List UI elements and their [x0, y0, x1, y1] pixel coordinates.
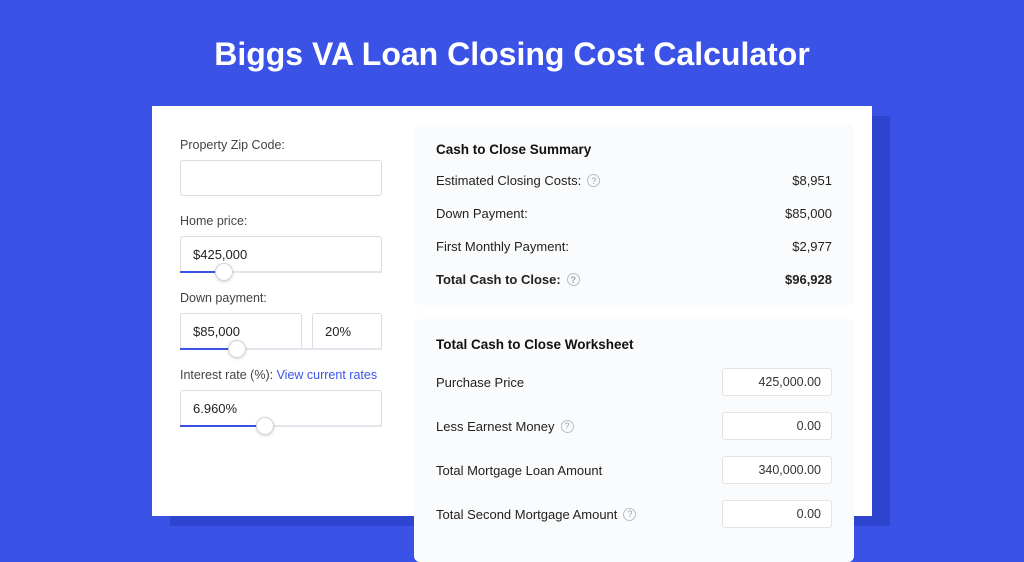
summary-row-value: $85,000 [785, 206, 832, 221]
home-price-slider-thumb[interactable] [215, 263, 233, 281]
worksheet-row-label: Purchase Price [436, 375, 524, 390]
worksheet-row-label: Total Mortgage Loan Amount [436, 463, 602, 478]
worksheet-row-label-text: Total Second Mortgage Amount [436, 507, 617, 522]
page-title: Biggs VA Loan Closing Cost Calculator [0, 0, 1024, 97]
summary-row-label-text: Estimated Closing Costs: [436, 173, 581, 188]
summary-row-label: Down Payment: [436, 206, 528, 221]
summary-row: Down Payment: $85,000 [436, 206, 832, 221]
summary-row-value: $96,928 [785, 272, 832, 287]
results-column: Cash to Close Summary Estimated Closing … [402, 106, 872, 516]
help-icon[interactable]: ? [561, 420, 574, 433]
worksheet-row-input[interactable] [722, 368, 832, 396]
worksheet-row-input[interactable] [722, 456, 832, 484]
interest-input[interactable] [180, 390, 382, 426]
field-home-price: Home price: [180, 214, 382, 273]
down-payment-pct-input[interactable] [312, 313, 382, 349]
interest-slider-thumb[interactable] [256, 417, 274, 435]
summary-row-value: $2,977 [792, 239, 832, 254]
home-price-input[interactable] [180, 236, 382, 272]
worksheet-row: Less Earnest Money? [436, 412, 832, 440]
down-payment-slider[interactable] [180, 348, 382, 350]
home-price-label: Home price: [180, 214, 382, 228]
interest-slider[interactable] [180, 425, 382, 427]
summary-row-value: $8,951 [792, 173, 832, 188]
help-icon[interactable]: ? [567, 273, 580, 286]
worksheet-row-label-text: Less Earnest Money [436, 419, 555, 434]
home-price-slider[interactable] [180, 271, 382, 273]
worksheet-panel: Total Cash to Close Worksheet Purchase P… [414, 319, 854, 562]
worksheet-row: Total Mortgage Loan Amount [436, 456, 832, 484]
down-payment-label: Down payment: [180, 291, 382, 305]
worksheet-row: Total Second Mortgage Amount? [436, 500, 832, 528]
summary-row: Estimated Closing Costs:? $8,951 [436, 173, 832, 188]
summary-row: First Monthly Payment: $2,977 [436, 239, 832, 254]
worksheet-rows: Purchase Price Less Earnest Money? Total M… [436, 368, 832, 528]
inputs-column: Property Zip Code: Home price: Down paym… [152, 106, 402, 516]
interest-slider-fill [180, 425, 265, 427]
down-payment-slider-thumb[interactable] [228, 340, 246, 358]
interest-label-text: Interest rate (%): [180, 368, 277, 382]
summary-row-label: First Monthly Payment: [436, 239, 569, 254]
help-icon[interactable]: ? [623, 508, 636, 521]
summary-rows: Estimated Closing Costs:? $8,951 Down Paym… [436, 173, 832, 287]
view-rates-link[interactable]: View current rates [277, 368, 378, 382]
summary-row-label: Estimated Closing Costs:? [436, 173, 600, 188]
worksheet-row-label: Total Second Mortgage Amount? [436, 507, 636, 522]
field-interest: Interest rate (%): View current rates [180, 368, 382, 427]
worksheet-row-label-text: Total Mortgage Loan Amount [436, 463, 602, 478]
summary-row-label: Total Cash to Close:? [436, 272, 580, 287]
calculator-card: Property Zip Code: Home price: Down paym… [152, 106, 872, 516]
summary-row-label-text: Down Payment: [436, 206, 528, 221]
interest-label: Interest rate (%): View current rates [180, 368, 382, 382]
summary-row: Total Cash to Close:? $96,928 [436, 272, 832, 287]
worksheet-title: Total Cash to Close Worksheet [436, 337, 832, 352]
summary-row-label-text: Total Cash to Close: [436, 272, 561, 287]
worksheet-row-input[interactable] [722, 500, 832, 528]
summary-row-label-text: First Monthly Payment: [436, 239, 569, 254]
zip-label: Property Zip Code: [180, 138, 382, 152]
summary-panel: Cash to Close Summary Estimated Closing … [414, 124, 854, 305]
worksheet-row-label: Less Earnest Money? [436, 419, 574, 434]
help-icon[interactable]: ? [587, 174, 600, 187]
field-zip: Property Zip Code: [180, 138, 382, 196]
zip-input[interactable] [180, 160, 382, 196]
worksheet-row: Purchase Price [436, 368, 832, 396]
summary-title: Cash to Close Summary [436, 142, 832, 157]
worksheet-row-input[interactable] [722, 412, 832, 440]
worksheet-row-label-text: Purchase Price [436, 375, 524, 390]
field-down-payment: Down payment: [180, 291, 382, 350]
